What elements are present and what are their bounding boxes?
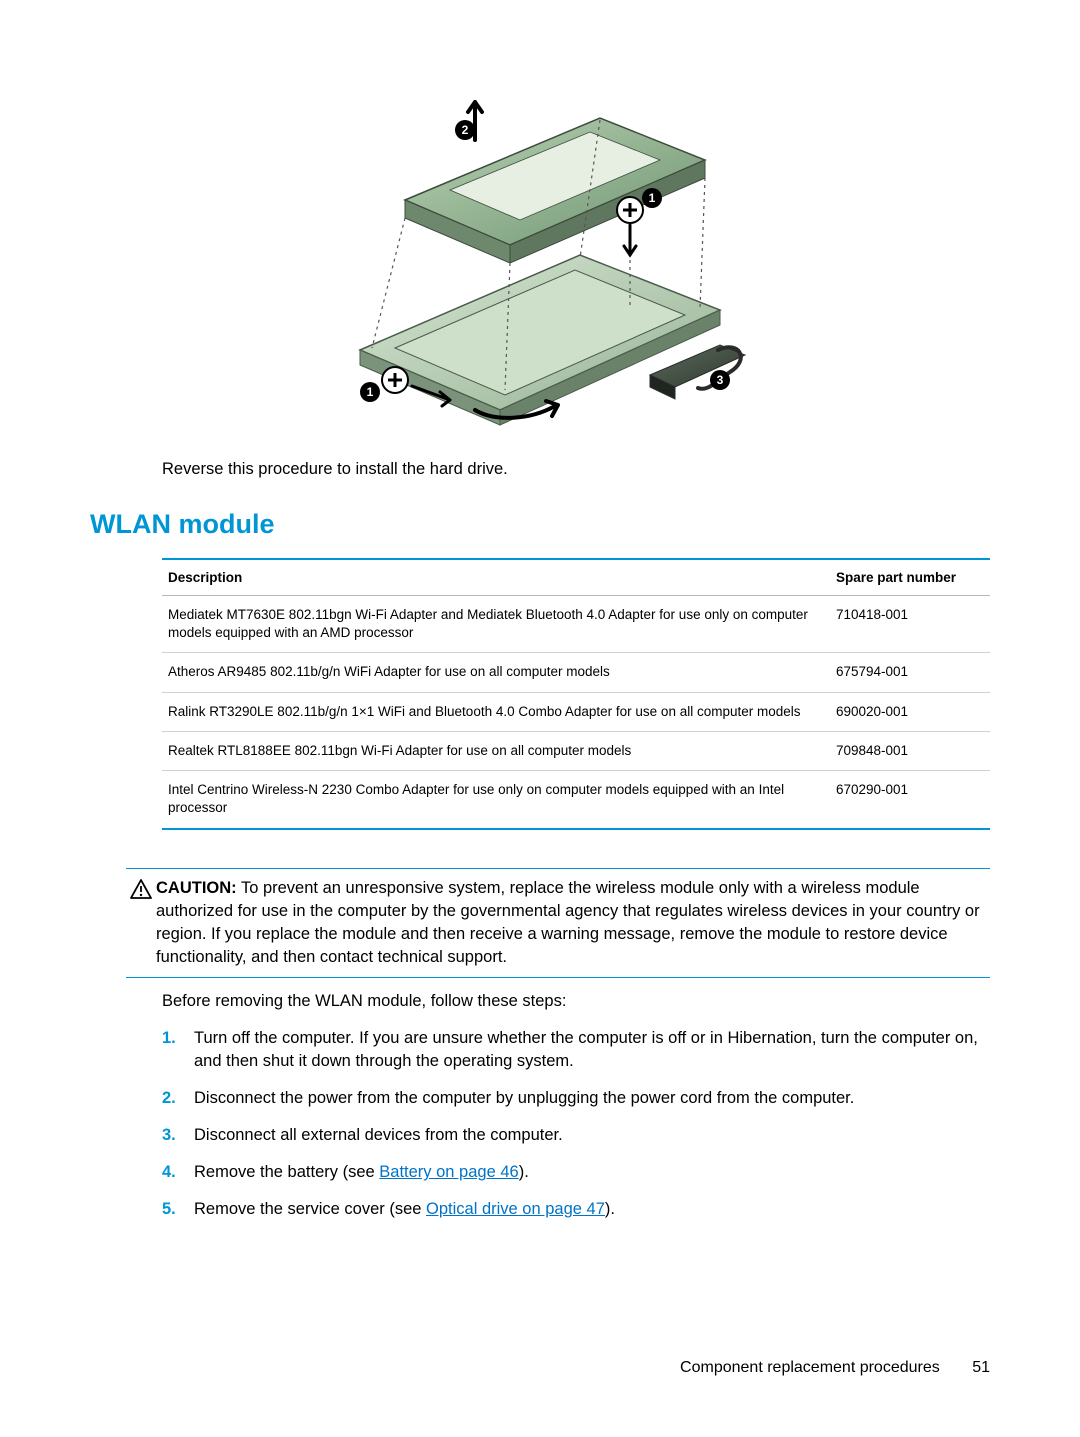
cell-desc: Realtek RTL8188EE 802.11bgn Wi-Fi Adapte…: [162, 731, 830, 770]
parts-table: Description Spare part number Mediatek M…: [162, 558, 990, 830]
caution-label: CAUTION:: [156, 879, 237, 897]
callout-1b: 1: [367, 385, 374, 399]
table-row: Mediatek MT7630E 802.11bgn Wi-Fi Adapter…: [162, 596, 990, 653]
cell-spn: 710418-001: [830, 596, 990, 653]
step-text-post: ).: [605, 1200, 615, 1218]
cell-spn: 670290-001: [830, 771, 990, 829]
step-text-pre: Remove the battery (see: [194, 1163, 379, 1181]
step-item: 4. Remove the battery (see Battery on pa…: [162, 1161, 990, 1184]
section-heading: WLAN module: [90, 509, 990, 540]
step-number: 5.: [162, 1198, 194, 1221]
cell-desc: Atheros AR9485 802.11b/g/n WiFi Adapter …: [162, 653, 830, 692]
cell-spn: 675794-001: [830, 653, 990, 692]
step-number: 4.: [162, 1161, 194, 1184]
step-item: 3. Disconnect all external devices from …: [162, 1124, 990, 1147]
caution-block: CAUTION: To prevent an unresponsive syst…: [126, 868, 990, 978]
th-description: Description: [162, 559, 830, 596]
cell-desc: Intel Centrino Wireless-N 2230 Combo Ada…: [162, 771, 830, 829]
step-number: 3.: [162, 1124, 194, 1147]
page-footer: Component replacement procedures 51: [680, 1359, 990, 1377]
step-item: 2. Disconnect the power from the compute…: [162, 1087, 990, 1110]
callout-3: 3: [717, 373, 724, 387]
footer-section: Component replacement procedures: [680, 1359, 940, 1376]
th-spare-part: Spare part number: [830, 559, 990, 596]
step-link[interactable]: Optical drive on page 47: [426, 1200, 605, 1218]
step-text-post: ).: [519, 1163, 529, 1181]
step-text: Turn off the computer. If you are unsure…: [194, 1029, 978, 1070]
step-item: 5. Remove the service cover (see Optical…: [162, 1198, 990, 1221]
step-number: 2.: [162, 1087, 194, 1110]
cell-spn: 709848-001: [830, 731, 990, 770]
callout-1a: 1: [649, 191, 656, 205]
step-text: Disconnect the power from the computer b…: [194, 1089, 854, 1107]
step-text-pre: Remove the service cover (see: [194, 1200, 426, 1218]
steps-list: 1. Turn off the computer. If you are uns…: [162, 1027, 990, 1222]
cell-desc: Mediatek MT7630E 802.11bgn Wi-Fi Adapter…: [162, 596, 830, 653]
step-text: Disconnect all external devices from the…: [194, 1126, 563, 1144]
figure-caption: Reverse this procedure to install the ha…: [162, 460, 990, 479]
pre-steps-text: Before removing the WLAN module, follow …: [162, 992, 990, 1011]
step-item: 1. Turn off the computer. If you are uns…: [162, 1027, 990, 1073]
cell-desc: Ralink RT3290LE 802.11b/g/n 1×1 WiFi and…: [162, 692, 830, 731]
caution-text: To prevent an unresponsive system, repla…: [156, 879, 980, 966]
table-row: Ralink RT3290LE 802.11b/g/n 1×1 WiFi and…: [162, 692, 990, 731]
hard-drive-figure: 2 1 1 3: [300, 90, 780, 440]
step-link[interactable]: Battery on page 46: [379, 1163, 518, 1181]
table-row: Realtek RTL8188EE 802.11bgn Wi-Fi Adapte…: [162, 731, 990, 770]
caution-icon: [126, 877, 156, 969]
cell-spn: 690020-001: [830, 692, 990, 731]
callout-2: 2: [462, 123, 469, 137]
footer-page-number: 51: [972, 1359, 990, 1376]
table-row: Intel Centrino Wireless-N 2230 Combo Ada…: [162, 771, 990, 829]
table-row: Atheros AR9485 802.11b/g/n WiFi Adapter …: [162, 653, 990, 692]
step-number: 1.: [162, 1027, 194, 1073]
